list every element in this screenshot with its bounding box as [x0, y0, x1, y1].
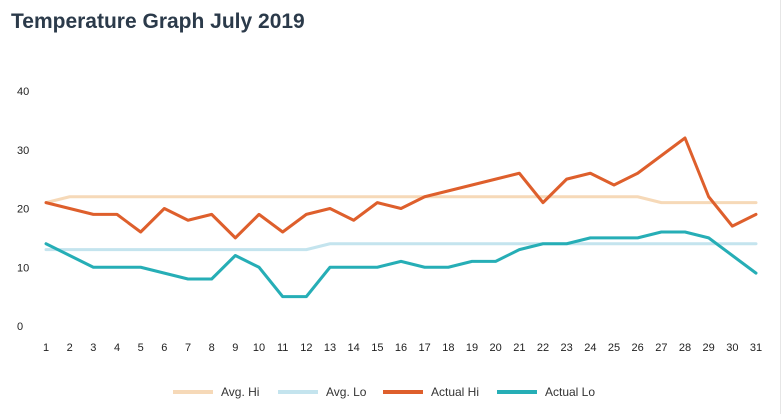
legend-swatch-actual-hi	[383, 390, 423, 394]
x-tick-label: 21	[513, 342, 525, 354]
series-line-actual-hi	[44, 136, 758, 240]
x-tick-label: 12	[300, 342, 312, 354]
x-tick-label: 8	[209, 342, 215, 354]
legend-item-actual-lo[interactable]: Actual Lo	[497, 385, 595, 399]
y-tick-label: 10	[17, 262, 29, 274]
series-lines	[44, 136, 758, 299]
x-tick-label: 25	[608, 342, 620, 354]
x-tick-label: 23	[561, 342, 573, 354]
legend-label-avg-hi: Avg. Hi	[221, 385, 260, 399]
legend-item-actual-hi[interactable]: Actual Hi	[383, 385, 479, 399]
legend-item-avg-lo[interactable]: Avg. Lo	[278, 385, 366, 399]
legend: Avg. Hi Avg. Lo Actual Hi Actual Lo	[0, 385, 783, 405]
x-tick-label: 29	[703, 342, 715, 354]
x-tick-label: 5	[138, 342, 144, 354]
x-tick-label: 27	[655, 342, 667, 354]
x-tick-label: 16	[395, 342, 407, 354]
x-tick-label: 2	[67, 342, 73, 354]
x-tick-label: 18	[442, 342, 454, 354]
x-tick-label: 30	[726, 342, 738, 354]
x-tick-label: 24	[584, 342, 596, 354]
x-tick-label: 20	[490, 342, 502, 354]
x-tick-label: 15	[371, 342, 383, 354]
x-tick-label: 26	[632, 342, 644, 354]
x-tick-label: 1	[43, 342, 49, 354]
x-tick-label: 10	[253, 342, 265, 354]
x-tick-label: 14	[348, 342, 360, 354]
x-tick-label: 19	[466, 342, 478, 354]
legend-swatch-avg-lo	[278, 390, 318, 394]
y-tick-label: 20	[17, 204, 29, 216]
frame-edge	[780, 0, 781, 414]
legend-swatch-avg-hi	[173, 390, 213, 394]
legend-swatch-actual-lo	[497, 390, 537, 394]
x-tick-label: 22	[537, 342, 549, 354]
x-tick-label: 4	[114, 342, 120, 354]
x-tick-label: 3	[90, 342, 96, 354]
chart-title: Temperature Graph July 2019	[11, 10, 305, 33]
x-tick-label: 13	[324, 342, 336, 354]
y-tick-label: 30	[17, 145, 29, 157]
y-tick-label: 40	[17, 86, 29, 98]
x-tick-label: 31	[750, 342, 762, 354]
x-axis-ticks: 1 2 3 4 5 6 7 8 9 10 11 12 13 14 15 16 17 18 19 20 21 22 23 24 2…	[43, 342, 762, 354]
x-tick-label: 7	[185, 342, 191, 354]
legend-item-avg-hi[interactable]: Avg. Hi	[173, 385, 259, 399]
x-tick-label: 9	[232, 342, 238, 354]
x-tick-label: 28	[679, 342, 691, 354]
legend-label-actual-hi: Actual Hi	[431, 385, 480, 399]
y-tick-label: 0	[17, 321, 23, 333]
x-tick-label: 11	[277, 342, 288, 354]
x-tick-label: 6	[161, 342, 167, 354]
legend-label-actual-lo: Actual Lo	[545, 385, 596, 399]
x-tick-label: 17	[419, 342, 431, 354]
y-axis-ticks: 0 10 20 30 40	[17, 86, 29, 333]
legend-label-avg-lo: Avg. Lo	[326, 385, 367, 399]
series-line-avg-hi	[44, 195, 758, 205]
series-line-actual-lo	[44, 230, 758, 299]
series-line-avg-lo	[44, 242, 758, 252]
